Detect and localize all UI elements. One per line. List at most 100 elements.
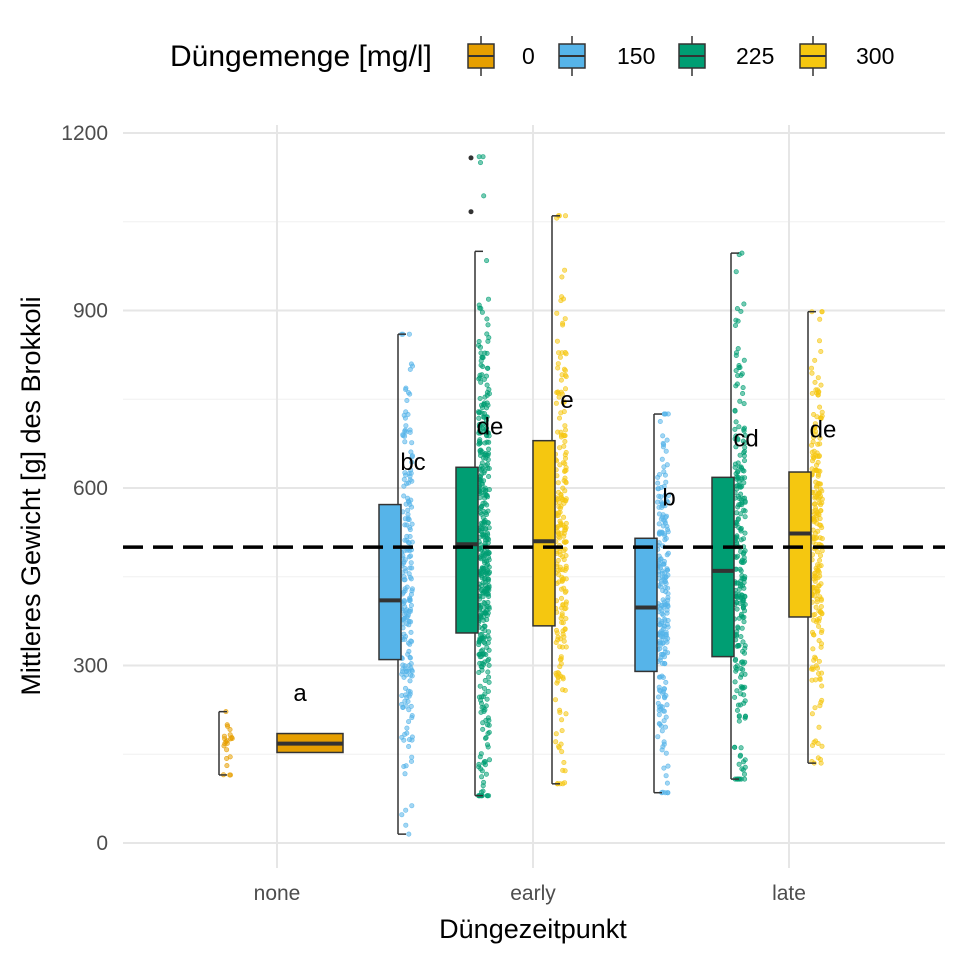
- data-point: [400, 433, 406, 439]
- data-point: [409, 478, 415, 484]
- data-point: [659, 747, 665, 753]
- data-point: [732, 744, 738, 750]
- data-point: [553, 400, 559, 406]
- data-point: [741, 450, 747, 456]
- data-point: [662, 616, 668, 622]
- data-point: [561, 557, 567, 563]
- data-point: [402, 771, 408, 777]
- data-point: [483, 526, 489, 532]
- data-point: [478, 481, 484, 487]
- data-point: [484, 696, 490, 702]
- data-point: [480, 500, 486, 506]
- data-point: [408, 576, 414, 582]
- data-point: [561, 366, 567, 372]
- data-point: [739, 625, 745, 631]
- data-point: [562, 423, 568, 429]
- data-point: [407, 548, 413, 554]
- data-point: [665, 572, 671, 578]
- data-point: [663, 514, 669, 520]
- data-point: [409, 754, 415, 760]
- data-point: [554, 680, 560, 686]
- data-point: [659, 704, 665, 710]
- data-point: [405, 539, 411, 545]
- data-point: [655, 480, 661, 486]
- data-point: [400, 704, 406, 710]
- significance-label: a: [293, 680, 307, 707]
- data-point: [739, 766, 745, 772]
- data-point: [809, 390, 815, 396]
- data-point: [665, 763, 671, 769]
- data-point: [742, 714, 748, 720]
- data-point: [739, 371, 745, 377]
- data-point: [485, 338, 491, 344]
- data-point: [733, 433, 739, 439]
- data-point: [664, 601, 670, 607]
- data-point: [484, 607, 490, 613]
- data-point: [401, 598, 407, 604]
- data-point: [664, 780, 670, 786]
- data-point: [661, 718, 667, 724]
- data-point: [732, 407, 738, 413]
- data-point: [812, 705, 818, 711]
- data-point: [227, 754, 233, 760]
- data-point: [812, 611, 818, 617]
- data-point: [556, 745, 562, 751]
- data-point: [562, 527, 568, 533]
- data-point: [560, 628, 566, 634]
- data-point: [479, 768, 485, 774]
- data-point: [819, 670, 825, 676]
- data-point: [403, 822, 409, 828]
- data-point: [813, 604, 819, 610]
- data-point: [477, 754, 483, 760]
- legend-label: 150: [617, 43, 655, 69]
- data-point: [485, 576, 491, 582]
- data-point: [405, 498, 411, 504]
- data-point: [224, 722, 230, 728]
- data-point: [486, 757, 492, 763]
- data-point: [486, 554, 492, 560]
- data-point: [486, 636, 492, 642]
- data-point: [817, 535, 823, 541]
- data-point: [819, 683, 825, 689]
- data-point: [656, 684, 662, 690]
- data-point: [481, 567, 487, 573]
- data-point: [665, 527, 671, 533]
- data-point: [409, 715, 415, 721]
- data-point: [227, 732, 233, 738]
- data-point: [737, 452, 743, 458]
- data-point: [740, 583, 746, 589]
- data-point: [733, 656, 739, 662]
- data-point: [813, 462, 819, 468]
- data-point: [656, 712, 662, 718]
- data-point: [399, 734, 405, 740]
- data-point: [734, 688, 740, 694]
- data-point: [661, 483, 667, 489]
- data-point: [559, 749, 565, 755]
- data-point: [810, 646, 816, 652]
- data-point: [555, 365, 561, 371]
- data-point: [809, 666, 815, 672]
- data-point: [484, 644, 490, 650]
- data-point: [734, 306, 740, 312]
- data-point: [479, 704, 485, 710]
- significance-label: b: [662, 485, 675, 512]
- data-point: [661, 765, 667, 771]
- y-tick-label: 0: [96, 832, 108, 855]
- data-point: [563, 599, 569, 605]
- data-point: [557, 549, 563, 555]
- data-point: [661, 623, 667, 629]
- data-point: [664, 498, 670, 504]
- data-point: [485, 296, 491, 302]
- data-point: [557, 354, 563, 360]
- data-point: [558, 377, 564, 383]
- data-point: [741, 619, 747, 625]
- data-point: [661, 411, 667, 417]
- data-point: [483, 373, 489, 379]
- data-point: [486, 473, 492, 479]
- data-point: [486, 679, 492, 685]
- data-point: [409, 734, 415, 740]
- data-point: [401, 493, 407, 499]
- data-point: [556, 415, 562, 421]
- data-point: [476, 428, 482, 434]
